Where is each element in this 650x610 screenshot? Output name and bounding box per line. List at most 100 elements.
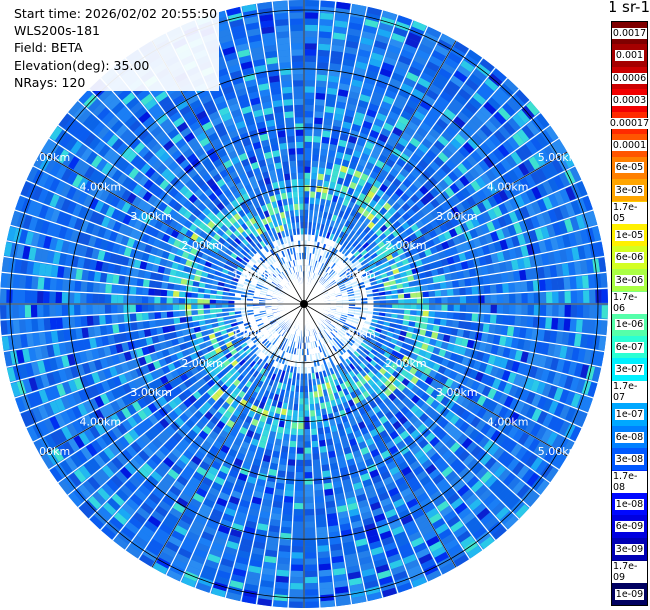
- range-bin: [43, 235, 52, 249]
- range-bin: [155, 449, 166, 461]
- range-bin: [421, 316, 429, 324]
- range-bin: [521, 304, 528, 315]
- range-bin: [254, 535, 267, 544]
- range-bin: [364, 580, 379, 590]
- range-bin: [348, 237, 356, 245]
- range-bin: [135, 313, 143, 321]
- range-bin: [394, 411, 404, 421]
- range-bin: [304, 141, 312, 149]
- range-bin: [410, 168, 421, 179]
- range-bin: [421, 38, 436, 50]
- range-bin: [270, 283, 277, 288]
- range-bin: [257, 380, 264, 388]
- range-bin: [338, 139, 347, 148]
- range-bin: [107, 497, 121, 511]
- range-bin: [355, 380, 363, 389]
- range-bin: [311, 166, 318, 174]
- range-bin: [298, 185, 304, 192]
- range-bin: [43, 359, 52, 373]
- range-bin: [383, 371, 392, 380]
- range-bin: [356, 372, 364, 381]
- range-bin: [252, 363, 260, 371]
- range-bin: [335, 229, 341, 237]
- range-bin: [493, 483, 507, 497]
- range-bin: [85, 350, 94, 362]
- range-bin: [337, 223, 344, 231]
- range-bin: [425, 432, 436, 443]
- range-bin: [383, 397, 392, 406]
- range-bin: [266, 357, 272, 365]
- range-bin: [492, 68, 507, 82]
- range-bin: [229, 335, 237, 341]
- range-bin: [198, 314, 205, 321]
- range-bin: [436, 96, 450, 108]
- range-bin: [336, 357, 342, 365]
- range-bin: [308, 222, 313, 229]
- range-bin: [368, 103, 379, 112]
- range-bin: [589, 350, 598, 365]
- range-bin: [174, 376, 184, 386]
- range-bin: [183, 408, 194, 419]
- range-bin: [192, 126, 204, 137]
- range-bin: [137, 330, 146, 339]
- range-bin: [165, 490, 178, 502]
- range-bin: [73, 159, 85, 173]
- range-bin: [334, 492, 345, 501]
- range-bin: [105, 284, 112, 294]
- range-bin: [173, 212, 183, 222]
- range-bin: [266, 543, 278, 551]
- range-bin: [329, 233, 335, 241]
- range-bin: [354, 487, 365, 497]
- range-bin: [329, 456, 338, 465]
- range-bin: [553, 387, 564, 401]
- range-bin: [267, 189, 275, 197]
- range-bin: [198, 287, 205, 294]
- range-bin: [292, 410, 298, 417]
- range-bin: [196, 466, 207, 477]
- range-bin: [327, 253, 333, 260]
- range-bin: [272, 99, 283, 108]
- range-bin: [216, 228, 225, 237]
- range-bin: [290, 341, 294, 348]
- range-bin: [209, 299, 216, 304]
- range-bin: [352, 526, 365, 535]
- range-bin: [275, 25, 289, 33]
- range-bin: [277, 174, 284, 182]
- range-bin: [228, 300, 235, 304]
- range-bin: [105, 179, 116, 192]
- range-bin: [233, 387, 241, 395]
- range-bin: [524, 377, 535, 390]
- range-bin: [313, 129, 322, 137]
- range-bin: [3, 242, 13, 257]
- range-bin: [388, 392, 397, 402]
- range-bin: [175, 248, 184, 257]
- range-bin: [265, 157, 274, 166]
- range-bin: [318, 390, 324, 398]
- range-bin: [440, 341, 449, 350]
- range-bin: [237, 94, 249, 103]
- range-bin: [272, 419, 279, 427]
- range-bin: [388, 111, 400, 121]
- range-bin: [332, 249, 339, 256]
- range-bin: [247, 476, 257, 485]
- range-bin: [332, 264, 339, 271]
- range-bin: [263, 261, 270, 268]
- range-bin: [200, 415, 210, 425]
- range-bin: [237, 374, 245, 382]
- range-bin: [289, 0, 303, 7]
- range-bin: [257, 220, 264, 228]
- range-bin: [457, 65, 471, 78]
- range-bin: [99, 189, 110, 202]
- range-bin: [265, 342, 272, 349]
- range-bin: [266, 334, 273, 340]
- range-bin: [297, 166, 304, 173]
- range-bin: [282, 278, 288, 285]
- range-bin: [330, 50, 343, 59]
- range-bin: [252, 141, 262, 150]
- range-bin: [213, 233, 221, 241]
- range-bin: [364, 18, 379, 28]
- range-bin: [390, 105, 403, 116]
- range-bin: [195, 487, 208, 498]
- range-bin: [269, 249, 276, 256]
- range-bin: [175, 443, 186, 454]
